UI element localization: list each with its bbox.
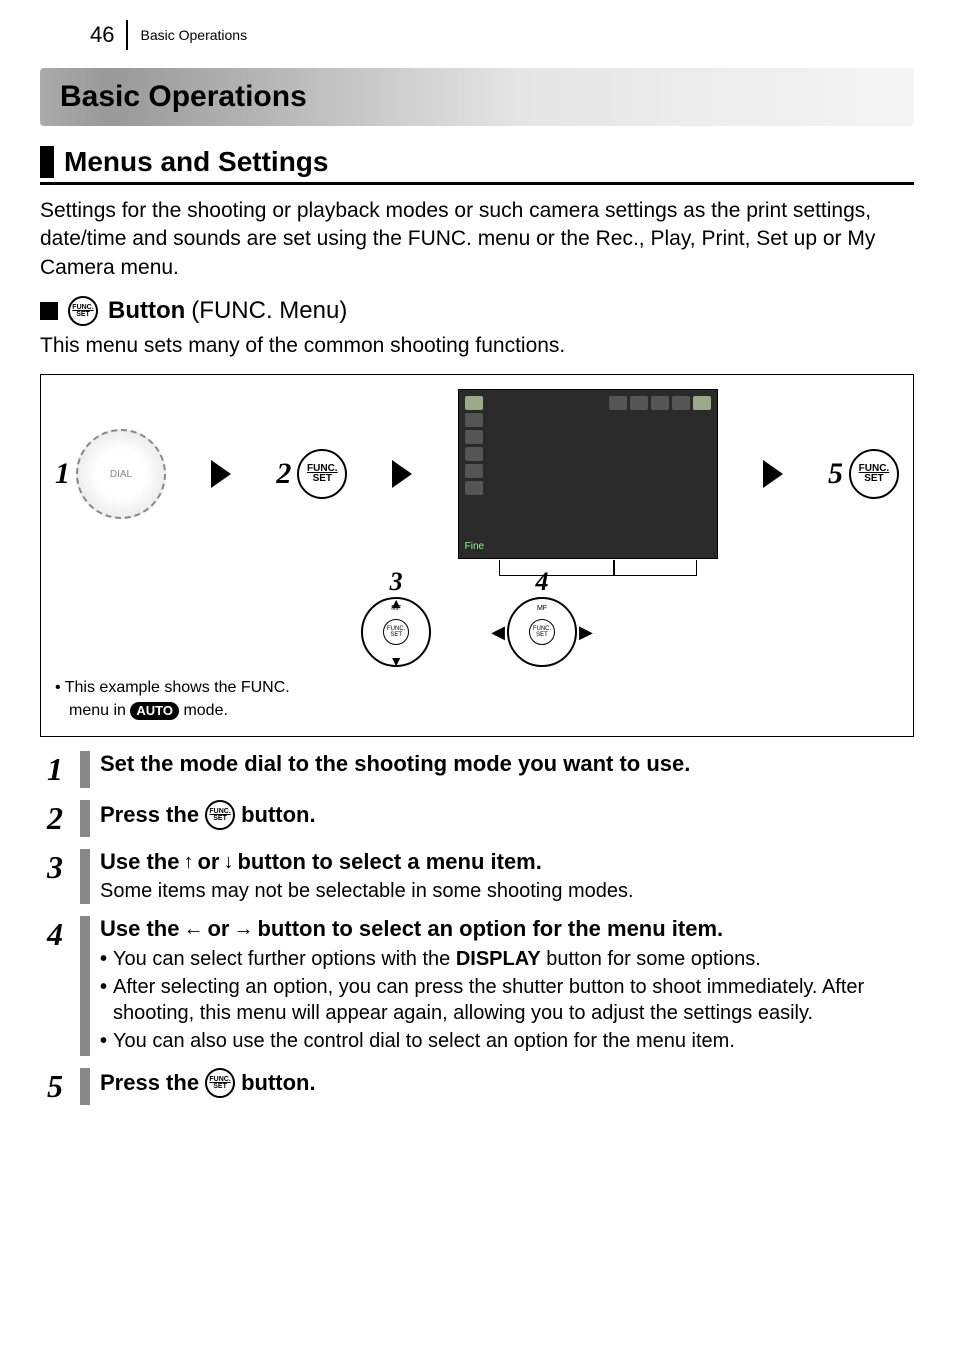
header-breadcrumb: Basic Operations <box>126 20 247 50</box>
bullet-square-icon <box>40 302 58 320</box>
step-1: 1 Set the mode dial to the shooting mode… <box>40 751 914 788</box>
list-item: You can select further options with the … <box>100 946 914 972</box>
page-title: Basic Operations <box>60 80 894 114</box>
section-title: Menus and Settings <box>64 146 328 178</box>
func-set-icon: FUNC. SET <box>297 449 347 499</box>
page: 46 Basic Operations Basic Operations Men… <box>0 0 954 1157</box>
diagram-step-3: 3 MF ▲ FUNC.SET ▼ <box>361 567 431 667</box>
step-2: 2 Press the FUNC.SET button. <box>40 800 914 837</box>
arrow-right-icon <box>763 460 783 488</box>
right-arrow-icon: → <box>233 917 253 941</box>
control-pad-icon: MF FUNC.SET <box>507 597 577 667</box>
func-set-icon: FUNC.SET <box>205 800 235 830</box>
step-accent-bar <box>80 1068 90 1105</box>
up-arrow-icon: ↑ <box>183 850 193 874</box>
intro-paragraph: Settings for the shooting or playback mo… <box>40 197 914 282</box>
list-item: You can also use the control dial to sel… <box>100 1028 914 1054</box>
camera-screen-preview: Fine <box>458 389 718 559</box>
step-accent-bar <box>80 800 90 837</box>
subsection-title: Button (FUNC. Menu) <box>108 297 347 325</box>
bracket-lines <box>459 560 717 576</box>
page-number: 46 <box>90 22 114 48</box>
page-header: 46 Basic Operations <box>40 0 914 60</box>
func-set-icon: FUNC. SET <box>849 449 899 499</box>
step-4: 4 Use the ← or → button to select an opt… <box>40 916 914 1056</box>
func-set-icon: FUNC.SET <box>205 1068 235 1098</box>
section-accent <box>40 146 54 178</box>
section-header: Menus and Settings <box>40 146 914 185</box>
step-5: 5 Press the FUNC.SET button. <box>40 1068 914 1105</box>
step-accent-bar <box>80 849 90 903</box>
step-accent-bar <box>80 751 90 788</box>
mode-dial-icon: DIAL <box>76 429 166 519</box>
diagram-panel: 1 DIAL 2 FUNC. SET <box>40 374 914 737</box>
left-arrow-icon: ← <box>183 917 203 941</box>
subsection-desc: This menu sets many of the common shooti… <box>40 332 914 360</box>
step-3: 3 Use the ↑ or ↓ button to select a menu… <box>40 849 914 903</box>
auto-mode-badge: AUTO <box>130 702 179 720</box>
diagram-top-row: 1 DIAL 2 FUNC. SET <box>55 389 899 559</box>
down-arrow-icon: ↓ <box>223 850 233 874</box>
title-banner: Basic Operations <box>40 68 914 126</box>
diagram-step-2: 2 FUNC. SET <box>276 449 347 499</box>
diagram-bottom-row: 3 MF ▲ FUNC.SET ▼ 4 ◀ MF FUNC.SET <box>55 567 899 667</box>
step-accent-bar <box>80 916 90 1056</box>
diagram-caption: • This example shows the FUNC. menu in A… <box>55 677 899 722</box>
func-set-icon: FUNC. SET <box>68 296 98 326</box>
subsection-header: FUNC. SET Button (FUNC. Menu) <box>40 296 914 326</box>
diagram-step-1: 1 DIAL <box>55 429 166 519</box>
diagram-step-5: 5 FUNC. SET <box>828 449 899 499</box>
diagram-step-4: 4 ◀ MF FUNC.SET ▶ <box>491 567 593 667</box>
list-item: After selecting an option, you can press… <box>100 974 914 1026</box>
arrow-right-icon <box>392 460 412 488</box>
control-pad-icon: MF ▲ FUNC.SET ▼ <box>361 597 431 667</box>
arrow-right-icon <box>211 460 231 488</box>
